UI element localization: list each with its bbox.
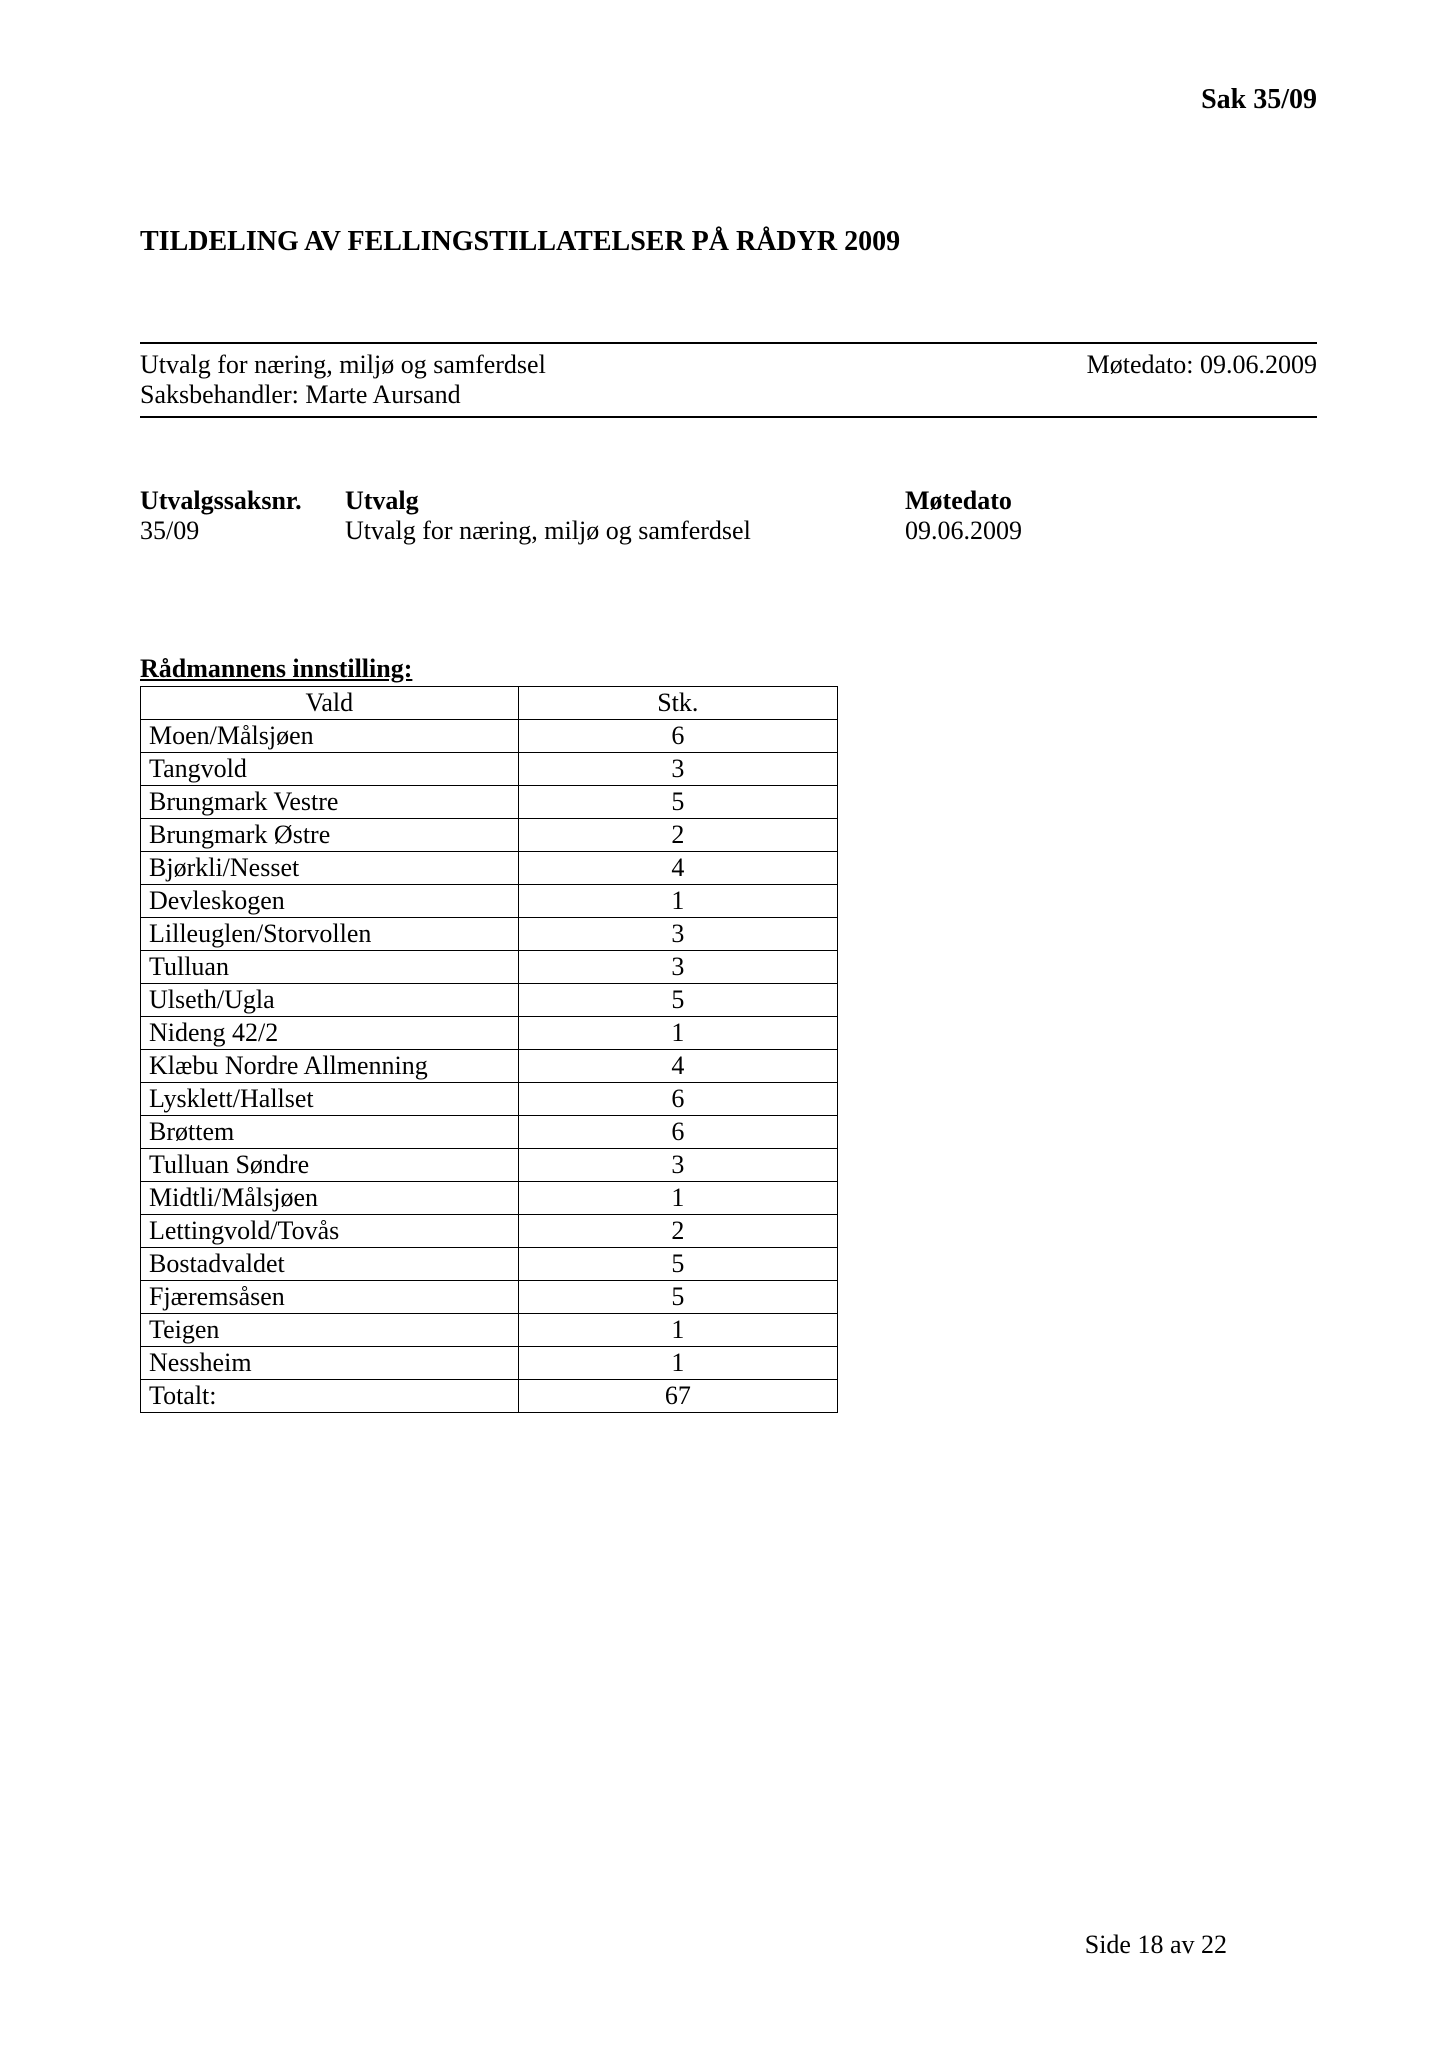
case-handler: Saksbehandler: Marte Aursand (140, 380, 461, 410)
table-row: Midtli/Målsjøen1 (141, 1182, 838, 1215)
value-motedato: 09.06.2009 (905, 516, 1317, 546)
table-row: Tulluan3 (141, 951, 838, 984)
header-saksnr: Utvalgssaksnr. (140, 486, 345, 516)
meta-row-2: Saksbehandler: Marte Aursand (140, 380, 1317, 410)
table-cell-vald: Lettingvold/Tovås (141, 1215, 519, 1248)
table-row: Brungmark Vestre5 (141, 786, 838, 819)
table-cell-stk: 67 (518, 1380, 837, 1413)
table-cell-stk: 1 (518, 1314, 837, 1347)
value-saksnr: 35/09 (140, 516, 345, 546)
table-row: Bostadvaldet5 (141, 1248, 838, 1281)
header-utvalg: Utvalg (345, 486, 905, 516)
section-heading: Rådmannens innstilling: (140, 654, 1317, 684)
table-row: Devleskogen1 (141, 885, 838, 918)
table-cell-vald: Ulseth/Ugla (141, 984, 519, 1017)
table-row: Brungmark Østre2 (141, 819, 838, 852)
table-cell-stk: 4 (518, 1050, 837, 1083)
committee-table: Utvalgssaksnr. Utvalg Møtedato 35/09 Utv… (140, 486, 1317, 546)
table-cell-stk: 6 (518, 720, 837, 753)
table-cell-vald: Devleskogen (141, 885, 519, 918)
table-cell-stk: 1 (518, 1182, 837, 1215)
table-row: Brøttem6 (141, 1116, 838, 1149)
table-cell-vald: Tulluan Søndre (141, 1149, 519, 1182)
table-cell-vald: Fjæremsåsen (141, 1281, 519, 1314)
table-cell-vald: Teigen (141, 1314, 519, 1347)
table-cell-stk: 1 (518, 885, 837, 918)
table-cell-vald: Midtli/Målsjøen (141, 1182, 519, 1215)
table-row: Lilleuglen/Storvollen3 (141, 918, 838, 951)
table-header-row: Vald Stk. (141, 687, 838, 720)
meeting-date: Møtedato: 09.06.2009 (1087, 350, 1317, 380)
table-cell-stk: 3 (518, 918, 837, 951)
table-cell-stk: 6 (518, 1116, 837, 1149)
table-cell-stk: 5 (518, 1281, 837, 1314)
case-number: Sak 35/09 (140, 84, 1317, 116)
table-cell-vald: Tulluan (141, 951, 519, 984)
page-title: TILDELING AV FELLINGSTILLATELSER PÅ RÅDY… (140, 226, 1317, 258)
table-cell-vald: Bjørkli/Nesset (141, 852, 519, 885)
table-cell-stk: 3 (518, 951, 837, 984)
table-cell-vald: Bostadvaldet (141, 1248, 519, 1281)
table-row: Fjæremsåsen5 (141, 1281, 838, 1314)
table-row: Moen/Målsjøen6 (141, 720, 838, 753)
table-row: Bjørkli/Nesset4 (141, 852, 838, 885)
table-cell-vald: Moen/Målsjøen (141, 720, 519, 753)
table-cell-vald: Lysklett/Hallset (141, 1083, 519, 1116)
meta-block: Utvalg for næring, miljø og samferdsel M… (140, 342, 1317, 418)
table-header-stk: Stk. (518, 687, 837, 720)
table-cell-stk: 3 (518, 753, 837, 786)
table-cell-stk: 2 (518, 1215, 837, 1248)
table-cell-stk: 5 (518, 786, 837, 819)
table-cell-stk: 6 (518, 1083, 837, 1116)
table-row: Tulluan Søndre3 (141, 1149, 838, 1182)
meta-row-1: Utvalg for næring, miljø og samferdsel M… (140, 350, 1317, 380)
table-cell-vald: Nideng 42/2 (141, 1017, 519, 1050)
table-cell-stk: 3 (518, 1149, 837, 1182)
table-row: Totalt:67 (141, 1380, 838, 1413)
header-motedato: Møtedato (905, 486, 1317, 516)
table-cell-stk: 5 (518, 1248, 837, 1281)
allocation-table: Vald Stk. Moen/Målsjøen6Tangvold3Brungma… (140, 686, 838, 1413)
table-row: Nideng 42/21 (141, 1017, 838, 1050)
table-cell-stk: 1 (518, 1347, 837, 1380)
table-cell-vald: Totalt: (141, 1380, 519, 1413)
table-cell-vald: Nessheim (141, 1347, 519, 1380)
table-row: Lysklett/Hallset6 (141, 1083, 838, 1116)
value-utvalg: Utvalg for næring, miljø og samferdsel (345, 516, 905, 546)
table-row: Lettingvold/Tovås2 (141, 1215, 838, 1248)
table-cell-vald: Klæbu Nordre Allmenning (141, 1050, 519, 1083)
table-row: Ulseth/Ugla5 (141, 984, 838, 1017)
table-cell-vald: Brøttem (141, 1116, 519, 1149)
table-row: Tangvold3 (141, 753, 838, 786)
table-cell-stk: 2 (518, 819, 837, 852)
table-cell-vald: Brungmark Vestre (141, 786, 519, 819)
table-cell-stk: 5 (518, 984, 837, 1017)
table-row: Nessheim1 (141, 1347, 838, 1380)
committee-table-row: 35/09 Utvalg for næring, miljø og samfer… (140, 516, 1317, 546)
committee-name: Utvalg for næring, miljø og samferdsel (140, 350, 546, 380)
table-cell-stk: 4 (518, 852, 837, 885)
table-cell-stk: 1 (518, 1017, 837, 1050)
table-cell-vald: Tangvold (141, 753, 519, 786)
page-footer: Side 18 av 22 (1085, 1930, 1227, 1960)
table-cell-vald: Lilleuglen/Storvollen (141, 918, 519, 951)
table-row: Teigen1 (141, 1314, 838, 1347)
table-row: Klæbu Nordre Allmenning4 (141, 1050, 838, 1083)
table-cell-vald: Brungmark Østre (141, 819, 519, 852)
committee-table-header: Utvalgssaksnr. Utvalg Møtedato (140, 486, 1317, 516)
table-header-vald: Vald (141, 687, 519, 720)
